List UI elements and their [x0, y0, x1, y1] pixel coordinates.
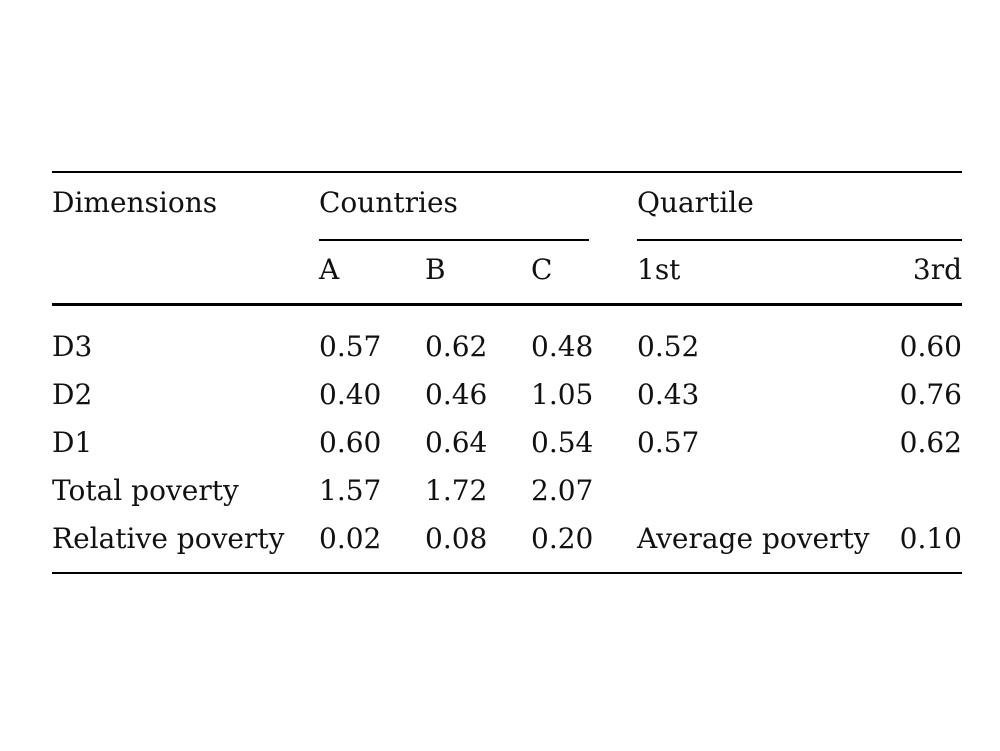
- cell-c: 0.20: [531, 522, 594, 555]
- header-col-c: C: [531, 253, 553, 286]
- cell-a: 0.40: [319, 378, 382, 411]
- header-col-b: B: [425, 253, 446, 286]
- cell-b: 0.62: [425, 330, 488, 363]
- header-countries: Countries: [319, 186, 458, 219]
- row-label: Relative poverty: [52, 522, 285, 555]
- cell-c: 0.48: [531, 330, 594, 363]
- header-dimensions: Dimensions: [52, 186, 218, 219]
- top-rule: [52, 171, 962, 173]
- cell-b: 0.64: [425, 426, 488, 459]
- cell-a: 0.57: [319, 330, 382, 363]
- row-label: Total poverty: [52, 474, 239, 507]
- row-label: D1: [52, 426, 93, 459]
- countries-underline: [319, 239, 589, 241]
- cell-q1: 0.52: [637, 330, 700, 363]
- header-col-q1: 1st: [637, 253, 681, 286]
- cell-q1: 0.57: [637, 426, 700, 459]
- quartile-underline: [637, 239, 962, 241]
- cell-q3: 0.76: [899, 378, 962, 411]
- header-quartile: Quartile: [637, 186, 754, 219]
- cell-b: 1.72: [425, 474, 488, 507]
- cell-c: 2.07: [531, 474, 594, 507]
- cell-a: 0.60: [319, 426, 382, 459]
- cell-q1: Average poverty: [637, 522, 870, 555]
- cell-q1: 0.43: [637, 378, 700, 411]
- row-label: D3: [52, 330, 93, 363]
- cell-b: 0.08: [425, 522, 488, 555]
- cell-b: 0.46: [425, 378, 488, 411]
- cell-q3: 0.60: [899, 330, 962, 363]
- cell-q3: 0.10: [899, 522, 962, 555]
- header-col-q3: 3rd: [912, 253, 962, 286]
- cell-a: 0.02: [319, 522, 382, 555]
- header-bottom-rule: [52, 303, 962, 306]
- cell-c: 1.05: [531, 378, 594, 411]
- cell-q3: 0.62: [899, 426, 962, 459]
- cell-a: 1.57: [319, 474, 382, 507]
- header-col-a: A: [319, 253, 340, 286]
- cell-c: 0.54: [531, 426, 594, 459]
- row-label: D2: [52, 378, 93, 411]
- bottom-rule: [52, 572, 962, 574]
